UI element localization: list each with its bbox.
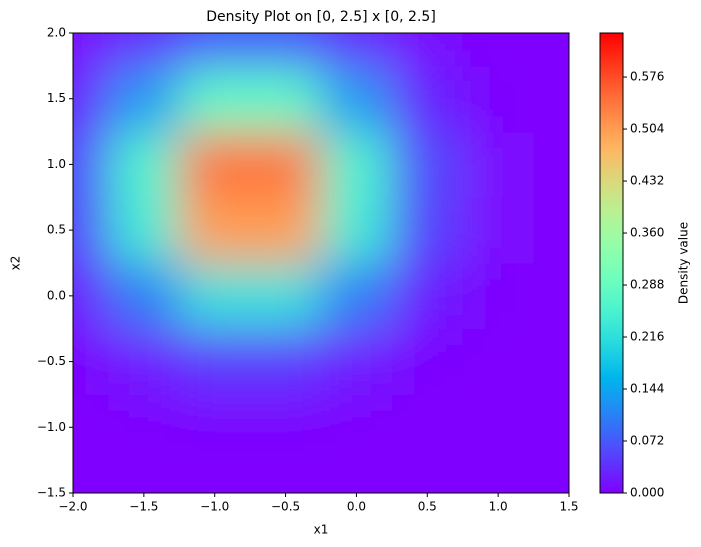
- density-cell: [73, 328, 109, 395]
- density-cell: [462, 65, 535, 133]
- x-tick-label: 1.0: [489, 500, 508, 514]
- x-tick-label: 0.0: [347, 500, 366, 514]
- density-cell: [73, 131, 109, 198]
- density-cell: [533, 328, 569, 395]
- density-cell: [321, 33, 393, 67]
- density-cell: [321, 328, 393, 395]
- density-cell: [462, 263, 535, 330]
- density-cell: [179, 328, 251, 395]
- density-cell: [179, 65, 251, 133]
- y-tick-label: 0.0: [47, 288, 66, 302]
- density-cell: [533, 131, 569, 198]
- density-cell: [533, 65, 569, 133]
- density-field: [73, 33, 569, 493]
- colorbar-tick-label: 0.000: [630, 486, 664, 500]
- density-cell: [321, 65, 393, 133]
- density-cell: [462, 328, 535, 395]
- x-tick-label: −2.0: [58, 500, 87, 514]
- density-cell: [533, 394, 569, 461]
- density-cell: [73, 460, 109, 493]
- density-cell: [462, 33, 535, 67]
- density-cell: [73, 65, 109, 133]
- plot-area: [73, 33, 569, 493]
- x-axis-label: x1: [314, 523, 329, 537]
- density-cell: [73, 33, 109, 67]
- density-cell: [250, 460, 322, 493]
- x-tick-label: −0.5: [271, 500, 300, 514]
- density-cell: [462, 394, 535, 461]
- density-cell: [391, 33, 464, 67]
- colorbar-tick-label: 0.216: [630, 330, 664, 344]
- density-cell: [179, 131, 251, 198]
- density-cell: [462, 197, 535, 264]
- x-tick-label: 0.5: [418, 500, 437, 514]
- colorbar-tick-label: 0.504: [630, 122, 664, 136]
- density-cell: [108, 328, 180, 395]
- colorbar: [599, 32, 624, 494]
- y-axis-label: x2: [9, 256, 23, 271]
- y-tick-label: −1.5: [37, 486, 66, 500]
- density-cell: [462, 131, 535, 198]
- density-cell: [73, 263, 109, 330]
- density-cell: [462, 460, 535, 493]
- density-cell: [108, 197, 180, 264]
- density-cell: [533, 197, 569, 264]
- density-cell: [250, 328, 322, 395]
- x-tick-label: 1.5: [559, 500, 578, 514]
- density-cell: [391, 328, 464, 395]
- density-cell: [108, 460, 180, 493]
- colorbar-tick-label: 0.144: [630, 382, 664, 396]
- y-tick-label: 1.0: [47, 157, 66, 171]
- colorbar-label: Density value: [677, 222, 691, 304]
- density-cell: [391, 394, 464, 461]
- colorbar-tick-label: 0.432: [630, 174, 664, 188]
- density-cell: [533, 33, 569, 67]
- y-tick-label: 1.5: [47, 91, 66, 105]
- colorbar-tick-label: 0.576: [630, 70, 664, 84]
- density-cell: [321, 394, 393, 461]
- chart-title: Density Plot on [0, 2.5] x [0, 2.5]: [206, 9, 436, 25]
- density-cell: [250, 197, 322, 264]
- plot-frame: [72, 32, 570, 494]
- y-tick-label: −1.0: [37, 420, 66, 434]
- density-cell: [533, 263, 569, 330]
- density-cell: [391, 65, 464, 133]
- density-cell: [108, 263, 180, 330]
- density-cell: [533, 460, 569, 493]
- density-cell: [73, 394, 109, 461]
- y-tick-label: 2.0: [47, 26, 66, 40]
- density-cell: [321, 197, 393, 264]
- density-cell: [391, 197, 464, 264]
- colorbar-tick-label: 0.360: [630, 226, 664, 240]
- density-cell: [108, 33, 180, 67]
- density-cell: [108, 65, 180, 133]
- y-tick-label: −0.5: [37, 354, 66, 368]
- density-cell: [73, 197, 109, 264]
- density-cell: [108, 131, 180, 198]
- density-cell: [179, 197, 251, 264]
- density-cell: [321, 131, 393, 198]
- colorbar-tick-label: 0.288: [630, 278, 664, 292]
- density-cell: [321, 263, 393, 330]
- density-cell: [391, 131, 464, 198]
- density-cell: [250, 65, 322, 133]
- density-cell: [179, 33, 251, 67]
- density-cell: [321, 460, 393, 493]
- density-cell: [179, 394, 251, 461]
- x-tick-label: −1.5: [129, 500, 158, 514]
- x-tick-label: −1.0: [200, 500, 229, 514]
- density-cell: [250, 33, 322, 67]
- density-cell: [391, 263, 464, 330]
- density-cell: [179, 263, 251, 330]
- density-cell: [391, 460, 464, 493]
- density-cell: [179, 460, 251, 493]
- density-cell: [250, 394, 322, 461]
- density-cell: [250, 263, 322, 330]
- colorbar-tick-label: 0.072: [630, 434, 664, 448]
- density-cell: [108, 394, 180, 461]
- density-cell: [250, 131, 322, 198]
- y-tick-label: 0.5: [47, 223, 66, 237]
